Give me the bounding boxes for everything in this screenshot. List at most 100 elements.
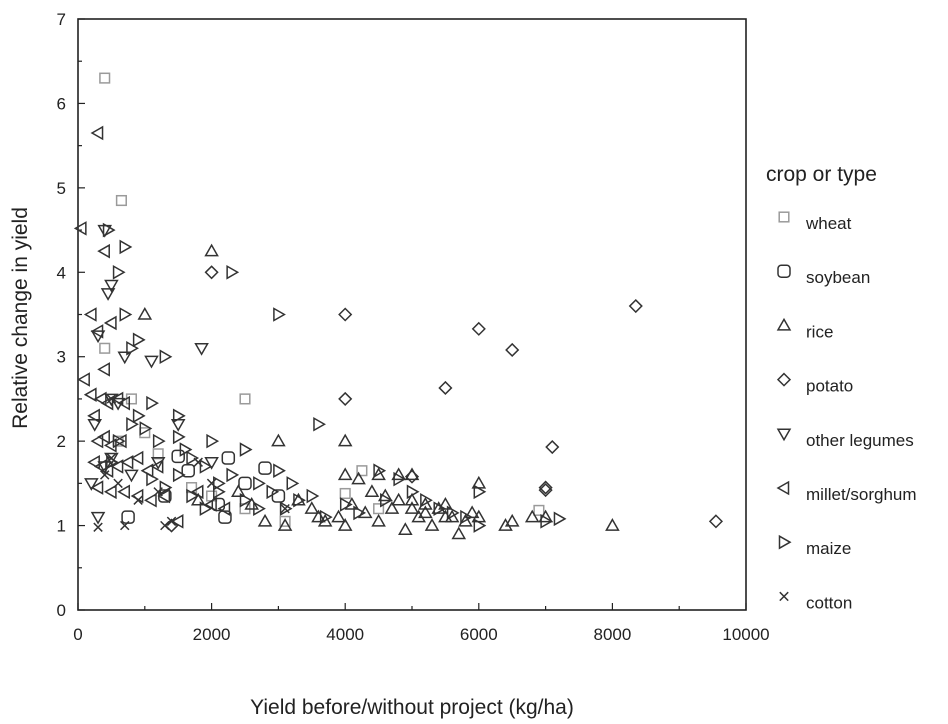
- legend-title: crop or type: [766, 163, 877, 186]
- legend-marker: [776, 428, 792, 442]
- data-point: [239, 393, 251, 405]
- data-point: [99, 470, 110, 480]
- series-cotton: [93, 394, 290, 532]
- data-point: [139, 421, 153, 436]
- data-point: [313, 416, 326, 432]
- legend-label: other legumes: [806, 431, 914, 450]
- x-tick-label: 8000: [593, 625, 631, 644]
- data-point: [117, 351, 133, 365]
- data-point: [150, 457, 166, 470]
- legend-item: potato: [776, 372, 853, 396]
- data-point: [505, 342, 520, 358]
- data-point: [473, 484, 487, 500]
- data-point: [371, 513, 386, 527]
- legend-item: rice: [776, 317, 833, 341]
- data-point: [93, 391, 107, 407]
- data-point: [93, 459, 107, 474]
- data-point: [418, 505, 433, 519]
- legend-item: millet/sorghum: [776, 480, 917, 504]
- data-point: [204, 457, 219, 470]
- data-point: [226, 264, 240, 280]
- data-point: [119, 239, 133, 255]
- data-point: [104, 452, 119, 466]
- data-point: [545, 439, 560, 455]
- data-point: [83, 387, 97, 402]
- data-point: [353, 505, 367, 521]
- data-points: [73, 72, 724, 540]
- data-point: [90, 433, 104, 449]
- x-tick-label: 10000: [722, 625, 769, 644]
- data-point: [103, 315, 117, 331]
- data-point: [444, 509, 460, 523]
- series-maize: [102, 222, 567, 533]
- data-point: [286, 476, 300, 491]
- data-point: [100, 395, 114, 411]
- x-axis-title: Yield before/without project (kg/ha): [250, 696, 574, 719]
- series-wheat: [99, 72, 545, 527]
- data-point: [317, 513, 333, 527]
- legend-marker: [778, 211, 790, 223]
- data-point: [404, 501, 420, 514]
- data-point: [119, 307, 133, 322]
- data-point: [221, 451, 236, 465]
- data-point: [113, 478, 123, 489]
- data-point: [371, 467, 386, 481]
- data-point: [157, 488, 171, 504]
- data-point: [473, 518, 487, 533]
- data-point: [277, 518, 293, 531]
- data-point: [144, 355, 159, 369]
- plot-axes: 0 2000 4000 6000 8000 10000 0 1 2 3 4 5 6 7: [57, 10, 770, 644]
- y-tick-label: 3: [57, 348, 66, 367]
- data-point: [471, 321, 486, 336]
- data-point: [99, 342, 111, 354]
- data-point: [106, 453, 117, 463]
- legend: crop or type wheat soybean rice potato other…: [766, 163, 917, 612]
- data-point: [238, 476, 252, 491]
- data-point: [460, 509, 473, 525]
- legend-item: soybean: [777, 264, 870, 287]
- data-point: [239, 492, 253, 508]
- legend-marker: [778, 534, 792, 550]
- data-point: [391, 492, 406, 506]
- data-point: [438, 380, 453, 396]
- legend-label: millet/sorghum: [806, 485, 917, 504]
- data-point: [120, 454, 134, 470]
- data-point: [253, 476, 266, 491]
- data-point: [271, 433, 286, 447]
- data-point: [152, 433, 166, 449]
- data-point: [77, 372, 90, 387]
- data-point: [132, 332, 146, 348]
- data-point: [424, 518, 440, 531]
- data-point: [186, 450, 200, 466]
- data-point: [339, 497, 353, 512]
- data-point: [90, 125, 104, 141]
- data-point: [213, 476, 226, 491]
- data-point: [357, 505, 373, 519]
- data-point: [338, 391, 353, 406]
- data-point: [217, 501, 231, 516]
- legend-label: cotton: [806, 593, 852, 612]
- data-point: [279, 501, 293, 516]
- data-point: [398, 522, 413, 536]
- data-point: [102, 222, 116, 238]
- data-point: [257, 513, 273, 527]
- data-point: [190, 484, 204, 500]
- data-point: [146, 471, 159, 487]
- data-point: [110, 391, 124, 407]
- data-point: [103, 484, 117, 500]
- data-point: [708, 514, 724, 529]
- series-millet-sorghum: [73, 125, 231, 529]
- data-point: [171, 449, 185, 464]
- x-tick-label: 2000: [193, 625, 231, 644]
- data-point: [420, 492, 433, 508]
- data-point: [133, 495, 143, 505]
- data-point: [99, 72, 111, 84]
- data-point: [90, 324, 104, 339]
- data-point: [458, 513, 473, 527]
- data-point: [204, 243, 219, 257]
- data-point: [93, 522, 103, 532]
- data-point: [293, 492, 306, 508]
- legend-item: wheat: [778, 211, 852, 233]
- data-point: [170, 514, 184, 529]
